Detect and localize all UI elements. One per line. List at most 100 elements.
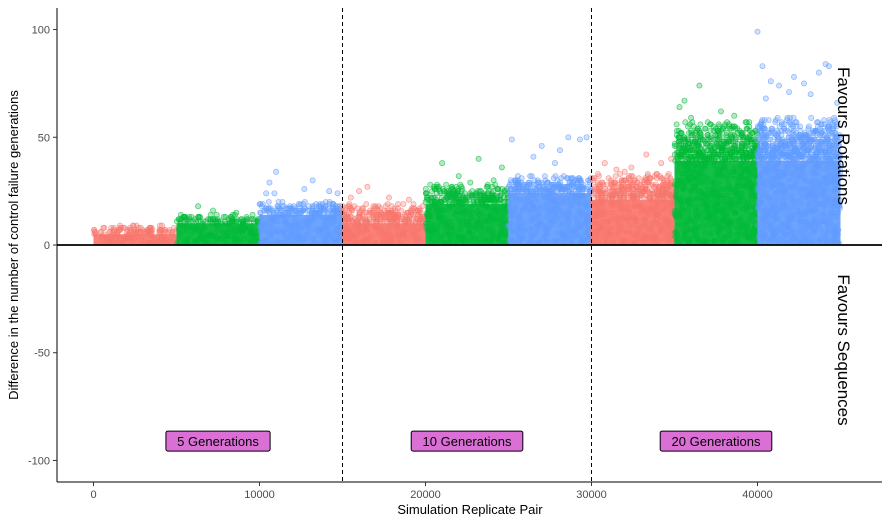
- data-point: [599, 179, 606, 186]
- y-tick-label: 0: [44, 240, 50, 252]
- data-point: [370, 203, 377, 210]
- data-point: [443, 181, 450, 188]
- data-point: [673, 229, 679, 235]
- data-point: [232, 225, 238, 231]
- data-point: [184, 235, 190, 242]
- data-point: [537, 203, 543, 209]
- data-point: [559, 227, 566, 233]
- data-point: [237, 235, 244, 242]
- data-point: [443, 229, 450, 235]
- data-point: [754, 134, 761, 141]
- data-point: [197, 214, 203, 220]
- data-point: [290, 203, 297, 210]
- outlier-point: [552, 160, 558, 167]
- data-point: [824, 186, 830, 192]
- data-point: [815, 119, 822, 126]
- data-point: [660, 235, 666, 242]
- data-point: [205, 231, 211, 237]
- data-point: [818, 227, 824, 233]
- data-point: [696, 188, 702, 194]
- data-point: [777, 179, 783, 186]
- data-point: [719, 205, 725, 212]
- data-point: [730, 169, 737, 175]
- data-point: [541, 173, 548, 180]
- data-point: [257, 229, 263, 235]
- data-point: [148, 224, 155, 231]
- data-point: [711, 237, 718, 244]
- data-point: [624, 203, 630, 209]
- data-point: [363, 201, 370, 208]
- data-point: [612, 209, 618, 216]
- data-point: [763, 205, 769, 212]
- data-point: [781, 201, 787, 207]
- data-point: [258, 214, 264, 220]
- data-point: [651, 231, 657, 237]
- data-point: [589, 199, 595, 205]
- data-point: [359, 205, 366, 212]
- outlier-point: [786, 89, 792, 95]
- data-point: [537, 237, 544, 244]
- outlier-point: [233, 209, 240, 216]
- data-point: [726, 169, 732, 175]
- outlier-point: [334, 190, 341, 197]
- data-point: [571, 214, 577, 220]
- series-block-1: [91, 222, 180, 246]
- data-point: [514, 212, 521, 218]
- outlier-point: [475, 155, 482, 162]
- data-point: [427, 181, 434, 188]
- data-point: [724, 119, 731, 126]
- x-tick-label: 30000: [576, 489, 607, 501]
- x-tick-label: 40000: [742, 489, 773, 501]
- data-point: [241, 235, 248, 242]
- data-point: [702, 125, 709, 132]
- y-tick-label: -50: [34, 348, 50, 360]
- outlier-point: [490, 177, 497, 184]
- data-point: [188, 214, 195, 220]
- data-point: [680, 177, 686, 184]
- data-point: [732, 175, 738, 181]
- data-point: [819, 218, 825, 225]
- data-point: [575, 207, 582, 214]
- data-point: [400, 201, 407, 208]
- generation-label-3: 20 Generations: [672, 434, 761, 449]
- data-point: [673, 177, 679, 184]
- data-point: [642, 231, 648, 237]
- data-point: [628, 173, 635, 180]
- data-point: [275, 237, 281, 244]
- data-point: [715, 121, 722, 128]
- data-point: [790, 114, 797, 121]
- data-point: [440, 214, 447, 220]
- data-point: [171, 224, 177, 231]
- outlier-point: [273, 168, 280, 175]
- data-point: [459, 233, 465, 240]
- outlier-point: [676, 104, 683, 111]
- data-point: [483, 214, 489, 220]
- data-point: [632, 203, 639, 209]
- data-point: [809, 237, 816, 244]
- data-point: [368, 233, 374, 240]
- data-point: [247, 237, 253, 244]
- data-point: [762, 177, 769, 184]
- data-point: [310, 235, 316, 242]
- data-point: [704, 186, 711, 192]
- data-point: [428, 194, 435, 201]
- data-point: [793, 162, 800, 168]
- data-point: [384, 201, 391, 208]
- data-point: [188, 231, 194, 237]
- data-point: [249, 227, 255, 233]
- outlier-point: [776, 82, 783, 89]
- data-point: [698, 209, 705, 216]
- data-point: [522, 220, 528, 227]
- data-point: [514, 173, 521, 180]
- data-point: [729, 132, 736, 139]
- data-point: [243, 216, 250, 223]
- data-point: [708, 229, 714, 235]
- outlier-point: [767, 78, 774, 85]
- data-point: [475, 207, 481, 214]
- outlier-point: [583, 134, 590, 141]
- data-point: [243, 214, 250, 220]
- data-point: [718, 186, 724, 192]
- outlier-point: [356, 188, 363, 195]
- outlier-point: [718, 108, 724, 115]
